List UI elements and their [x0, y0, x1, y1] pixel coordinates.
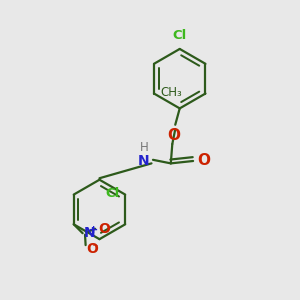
Text: N: N: [138, 154, 149, 168]
Text: O: O: [86, 242, 98, 256]
Text: CH₃: CH₃: [160, 85, 182, 98]
Text: O: O: [167, 128, 180, 143]
Text: +: +: [89, 225, 98, 235]
Text: O: O: [197, 154, 210, 169]
Text: Cl: Cl: [172, 29, 187, 42]
Text: ⁻: ⁻: [91, 242, 98, 255]
Text: N: N: [84, 226, 96, 240]
Text: Cl: Cl: [105, 187, 119, 200]
Text: H: H: [140, 142, 149, 154]
Text: O: O: [98, 222, 110, 236]
